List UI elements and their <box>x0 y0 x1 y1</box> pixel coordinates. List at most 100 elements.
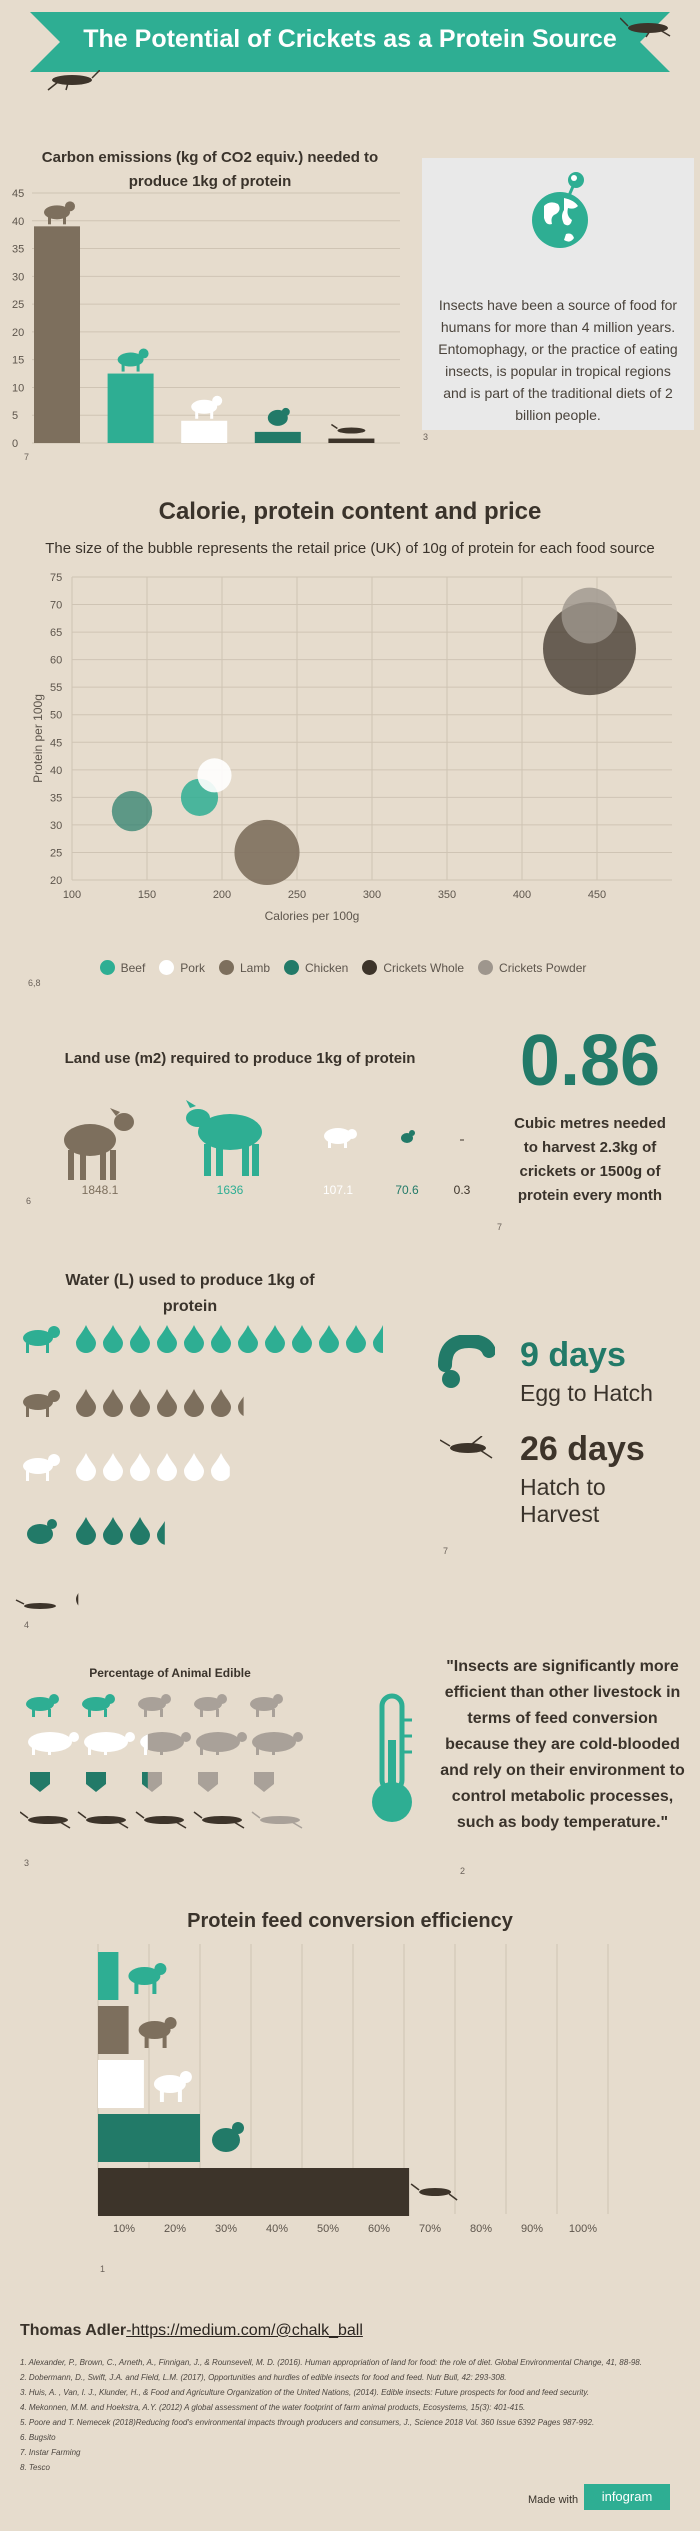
water-chart <box>15 1325 383 1609</box>
crickets-icon <box>135 1811 187 1829</box>
carbon-chart: 0 5 10 15 20 25 30 35 40 45 <box>12 188 400 450</box>
land-title: Land use (m2) required to produce 1kg of… <box>64 1050 416 1067</box>
water-drop-icon <box>211 1389 231 1417</box>
chicken-icon <box>27 1519 57 1544</box>
author-line: Thomas Adler-https://medium.com/@chalk_b… <box>20 2322 363 2340</box>
crickets-icon <box>330 423 366 434</box>
bubble-xtick: 300 <box>363 889 381 901</box>
chicken-icon <box>267 407 290 426</box>
pork-icon <box>191 395 223 419</box>
carbon-ytick: 15 <box>12 355 24 367</box>
harvest-label-line2: Harvest <box>520 1501 600 1527</box>
bubble-ylabel: Protein per 100g <box>31 694 45 783</box>
carbon-ytick: 40 <box>12 216 24 228</box>
bubble-ref: 6,8 <box>28 978 41 988</box>
crickets-icon <box>251 1811 303 1829</box>
water-drop-icon <box>157 1389 177 1417</box>
feed-chart: 10% 20% 30% 40% 50% 60% 70% 80% 90% 100% <box>97 1944 609 2235</box>
lamb-icon <box>138 2017 177 2048</box>
chicken-icon <box>30 1772 50 1792</box>
bubble-chicken <box>111 790 153 832</box>
bubble-ytick: 20 <box>50 875 62 887</box>
feed-xtick: 50% <box>317 2223 339 2235</box>
cricket-icon-lifecycle <box>440 1436 493 1459</box>
land-chart: 1848.1 1636 107.1 70.6 0.3 <box>64 1100 471 1197</box>
carbon-ytick: 20 <box>12 327 24 339</box>
chicken-icon <box>142 1772 162 1792</box>
legend-crickets-whole: Crickets Whole <box>362 960 464 975</box>
bubble-xtick: 450 <box>588 889 606 901</box>
carbon-title-line1: Carbon emissions (kg of CO2 equiv.) need… <box>41 149 379 166</box>
legend-label: Beef <box>120 960 146 975</box>
water-drop-icon <box>346 1325 366 1353</box>
intro-card: Insects have been a source of food for h… <box>422 158 694 430</box>
water-drop-icon <box>76 1517 96 1545</box>
water-drop-icon <box>184 1325 204 1353</box>
legend-pork: Pork <box>159 960 205 975</box>
bubble-xtick: 250 <box>288 889 306 901</box>
beef-icon <box>23 1326 60 1353</box>
thermometer-icon <box>372 1693 412 1822</box>
volume-value: 0.86 <box>519 1021 661 1101</box>
water-drop-icon <box>238 1325 258 1353</box>
crickets-icon <box>15 1599 56 1609</box>
bubble-ytick: 50 <box>50 710 62 722</box>
beef-icon <box>250 1694 283 1717</box>
feed-xtick: 40% <box>266 2223 288 2235</box>
legend-swatch <box>362 960 378 975</box>
bubble-legend: Beef Pork Lamb Chicken Crickets Whole Cricket… <box>0 960 700 980</box>
water-drop-icon <box>76 1593 79 1606</box>
water-title-line2: protein <box>162 1298 218 1315</box>
water-drop-icon <box>157 1521 165 1545</box>
infogram-badge[interactable]: infogram <box>584 2484 670 2510</box>
carbon-ref: 7 <box>24 452 30 462</box>
legend-chicken: Chicken <box>284 960 348 975</box>
crickets-icon <box>20 1811 71 1829</box>
feed-bar-lamb <box>98 2006 129 2054</box>
cricket-icon-banner-right <box>620 17 671 38</box>
volume-ref: 7 <box>497 1222 503 1232</box>
carbon-bar-chicken <box>254 431 301 443</box>
bubble-ytick: 75 <box>50 572 62 584</box>
water-drop-icon <box>103 1389 123 1417</box>
author-link[interactable]: -https://medium.com/@chalk_ball <box>126 2322 363 2339</box>
beef-icon <box>117 348 149 372</box>
bubble-xtick: 400 <box>513 889 531 901</box>
feed-bar-beef <box>98 1952 119 2000</box>
feed-xtick: 10% <box>113 2223 135 2235</box>
carbon-title: Carbon emissions (kg of CO2 equiv.) need… <box>20 146 400 194</box>
feed-xtick: 100% <box>569 2223 597 2235</box>
bubble-xtick: 350 <box>438 889 456 901</box>
reference-item: 4. Mekonnen, M.M. and Hoekstra, A.Y. (20… <box>20 2403 526 2412</box>
legend-label: Crickets Whole <box>383 960 465 975</box>
feed-bar-pork <box>98 2060 144 2108</box>
water-drop-icon <box>265 1325 285 1353</box>
reference-item: 7. Instar Farming <box>20 2448 81 2457</box>
land-ref: 6 <box>26 1196 32 1206</box>
crickets-icon <box>77 1811 129 1829</box>
legend-swatch <box>159 960 175 975</box>
lifecycle-ref: 7 <box>443 1546 449 1556</box>
page-title: The Potential of Crickets as a Protein S… <box>83 25 617 53</box>
land-value-chicken: 70.6 <box>395 1183 419 1197</box>
legend-label: Pork <box>180 960 205 975</box>
bubble-ytick: 35 <box>50 792 62 804</box>
water-drop-icon <box>103 1325 123 1353</box>
lamb-icon <box>23 1390 60 1417</box>
bubble-title: Calorie, protein content and price <box>158 498 542 525</box>
carbon-bar-pork <box>181 420 228 443</box>
bubble-crickets-powder <box>561 587 618 644</box>
beef-icon <box>128 1963 167 1994</box>
crickets-icon <box>193 1811 245 1829</box>
reference-item: 2. Dobermann, D., Swift, J.A. and Field,… <box>20 2373 507 2382</box>
lamb-icon <box>64 1108 134 1180</box>
water-drop-icon <box>76 1389 96 1417</box>
harvest-label-line1: Hatch to <box>520 1474 606 1500</box>
reference-item: 6. Bugsito <box>20 2433 56 2442</box>
edible-ref: 3 <box>24 1858 30 1868</box>
water-drop-icon <box>184 1453 204 1481</box>
egg-days: 9 days <box>520 1336 626 1374</box>
harvest-days: 26 days <box>520 1430 645 1468</box>
chicken-icon <box>254 1772 274 1792</box>
edible-title: Percentage of Animal Edible <box>89 1666 251 1680</box>
